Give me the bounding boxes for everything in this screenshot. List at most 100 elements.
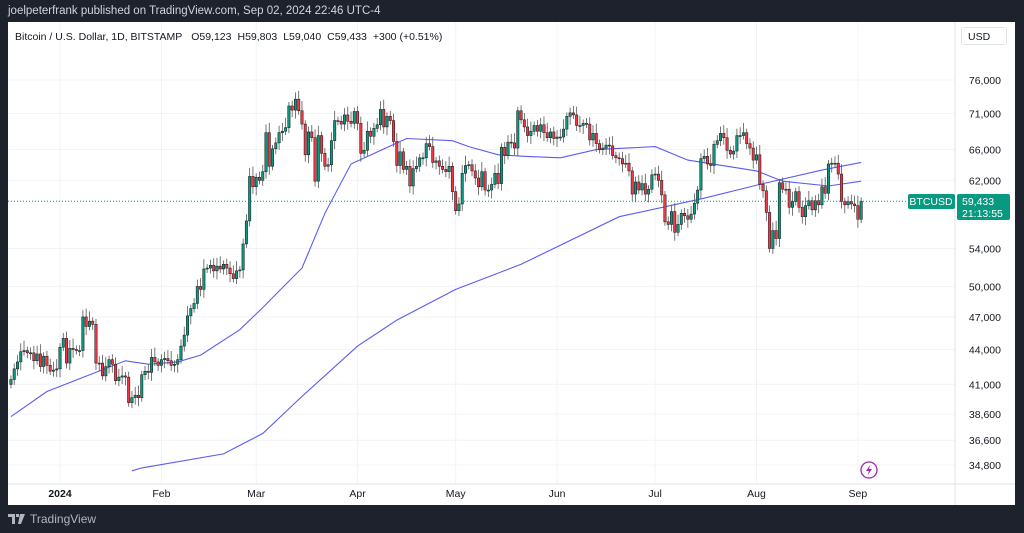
candle[interactable] (300, 101, 304, 130)
candle[interactable] (725, 127, 729, 159)
candle[interactable] (176, 354, 180, 373)
candle[interactable] (287, 102, 291, 134)
candle[interactable] (578, 115, 582, 133)
candle[interactable] (244, 214, 248, 248)
candle[interactable] (195, 279, 199, 309)
candle[interactable] (35, 345, 39, 365)
candle[interactable] (159, 354, 163, 373)
candle[interactable] (823, 177, 827, 199)
candle[interactable] (457, 197, 461, 217)
candle[interactable] (506, 135, 510, 160)
candle[interactable] (500, 143, 503, 191)
candle[interactable] (777, 178, 781, 247)
candle[interactable] (804, 197, 808, 226)
candle[interactable] (38, 344, 42, 372)
candle[interactable] (519, 105, 523, 124)
candle[interactable] (261, 164, 265, 186)
candle[interactable] (666, 216, 670, 230)
candle[interactable] (856, 195, 860, 228)
candle[interactable] (382, 99, 386, 134)
candle[interactable] (771, 222, 775, 254)
candle[interactable] (535, 120, 539, 137)
candle[interactable] (702, 149, 706, 163)
candle[interactable] (562, 119, 566, 143)
time-axis[interactable]: 2024 Feb Mar Apr May Jun Jul Aug Sep (48, 488, 867, 500)
candle[interactable] (32, 345, 36, 370)
candle[interactable] (401, 147, 405, 174)
candle[interactable] (87, 311, 91, 331)
candle[interactable] (552, 126, 556, 146)
candle[interactable] (372, 122, 376, 145)
candle[interactable] (19, 343, 23, 371)
candle[interactable] (539, 117, 543, 139)
candle[interactable] (205, 264, 209, 273)
candle[interactable] (346, 106, 350, 130)
candle[interactable] (431, 136, 435, 168)
candle[interactable] (480, 161, 484, 191)
candle[interactable] (55, 359, 59, 377)
candle[interactable] (640, 175, 644, 196)
candle[interactable] (235, 261, 239, 285)
candle[interactable] (827, 160, 830, 201)
price-axis[interactable]: 76,000 71,000 66,000 62,000 54,000 50,000 47,0… (969, 75, 1001, 472)
candle[interactable] (140, 370, 144, 402)
candle[interactable] (349, 111, 353, 128)
candle[interactable] (470, 159, 474, 177)
candle[interactable] (568, 107, 572, 125)
candle[interactable] (146, 364, 150, 380)
candle[interactable] (594, 123, 598, 153)
candle[interactable] (166, 350, 170, 365)
candle[interactable] (258, 171, 261, 185)
candle[interactable] (565, 112, 569, 137)
candle[interactable] (719, 126, 722, 147)
candle[interactable] (836, 154, 840, 180)
candle[interactable] (414, 156, 418, 173)
candle[interactable] (117, 368, 121, 387)
candle[interactable] (352, 107, 356, 129)
candle[interactable] (575, 106, 579, 131)
candle[interactable] (853, 195, 857, 213)
candle[interactable] (333, 110, 337, 150)
candle[interactable] (277, 125, 281, 150)
candle[interactable] (310, 125, 314, 142)
candle[interactable] (104, 356, 108, 382)
candle[interactable] (653, 167, 657, 181)
candle[interactable] (395, 133, 399, 173)
candle[interactable] (22, 340, 26, 356)
candle[interactable] (169, 351, 173, 371)
candle[interactable] (699, 153, 703, 199)
candle[interactable] (199, 278, 203, 297)
candle[interactable] (634, 176, 637, 203)
candle[interactable] (516, 106, 520, 157)
candle[interactable] (208, 259, 212, 274)
candle[interactable] (601, 142, 605, 156)
footer-brand[interactable]: TradingView (8, 512, 96, 526)
candle[interactable] (388, 110, 392, 125)
candle[interactable] (369, 127, 373, 144)
candle[interactable] (692, 193, 696, 220)
candle[interactable] (326, 157, 330, 172)
candle[interactable] (379, 101, 382, 131)
candle[interactable] (267, 122, 271, 175)
candle[interactable] (120, 366, 124, 385)
candle[interactable] (52, 361, 55, 377)
chart-panel[interactable] (8, 22, 1015, 505)
candle[interactable] (656, 165, 660, 188)
candle[interactable] (114, 357, 118, 385)
candle[interactable] (156, 357, 160, 371)
candle[interactable] (163, 351, 167, 369)
candle[interactable] (496, 163, 500, 190)
candle[interactable] (437, 155, 441, 175)
candle[interactable] (676, 214, 680, 237)
candle[interactable] (490, 177, 494, 199)
candle[interactable] (588, 117, 592, 146)
candle[interactable] (408, 159, 412, 193)
candle[interactable] (222, 260, 225, 275)
lightning-icon[interactable] (860, 461, 878, 479)
candle[interactable] (755, 146, 758, 165)
candle[interactable] (738, 127, 742, 145)
candle[interactable] (212, 258, 216, 278)
candle[interactable] (764, 185, 768, 221)
candle[interactable] (670, 204, 673, 232)
